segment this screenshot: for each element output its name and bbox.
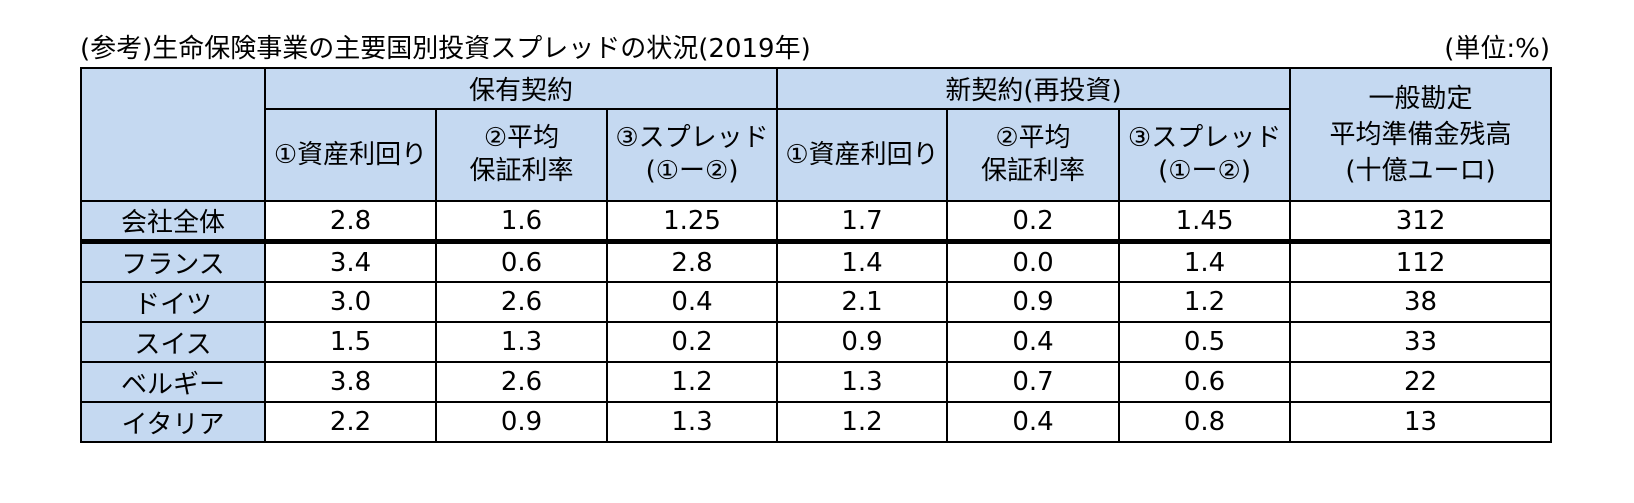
new-yield-cell: 1.3 — [776, 361, 949, 403]
holding-yield-cell: 3.0 — [264, 281, 437, 323]
general-account-line2: 平均準備金残高 — [1329, 119, 1512, 150]
holding-yield-cell: 2.8 — [264, 200, 437, 244]
corner-cell — [80, 67, 266, 202]
table-title: (参考)生命保険事業の主要国別投資スプレッドの状況(2019年) — [80, 34, 811, 64]
holding-spread-cell: 0.4 — [605, 281, 779, 323]
spread-table: 保有契約 新契約(再投資) 一般勘定 平均準備金残高 (十億ユーロ) ①資産利回… — [80, 67, 1553, 443]
holding-spread-cell: 0.2 — [605, 321, 779, 363]
holding-guarantee-cell: 2.6 — [435, 361, 608, 403]
new-spread-line1: ③スプレッド — [1127, 123, 1282, 153]
reserve-cell: 312 — [1289, 200, 1553, 244]
holding-guarantee-line1: ②平均 — [483, 123, 560, 153]
table-row: ベルギー 3.8 2.6 1.2 1.3 0.7 0.6 22 — [80, 361, 1553, 403]
table-row: フランス 3.4 0.6 2.8 1.4 0.0 1.4 112 — [80, 240, 1553, 283]
reserve-cell: 33 — [1289, 321, 1553, 363]
row-label: 会社全体 — [80, 200, 266, 244]
holding-yield-cell: 3.4 — [264, 240, 437, 283]
new-guarantee-cell: 0.4 — [946, 321, 1121, 363]
holding-guarantee-cell: 0.6 — [435, 240, 608, 283]
new-yield-cell: 0.9 — [776, 321, 949, 363]
table-row: イタリア 2.2 0.9 1.3 1.2 0.4 0.8 13 — [80, 401, 1553, 443]
new-guarantee-line1: ②平均 — [995, 123, 1071, 153]
row-label: スイス — [80, 321, 266, 363]
new-yield-cell: 1.7 — [776, 200, 949, 244]
table-row: スイス 1.5 1.3 0.2 0.9 0.4 0.5 33 — [80, 321, 1553, 363]
reserve-cell: 38 — [1289, 281, 1553, 323]
row-label: ベルギー — [80, 361, 266, 403]
new-guarantee-cell: 0.2 — [946, 200, 1121, 244]
holding-yield-cell: 2.2 — [264, 401, 437, 443]
general-account-line1: 一般勘定 — [1368, 83, 1473, 114]
caption-row: (参考)生命保険事業の主要国別投資スプレッドの状況(2019年) (単位:%) — [80, 32, 1550, 66]
general-account-line3: (十億ユーロ) — [1345, 155, 1496, 186]
new-yield-cell: 2.1 — [776, 281, 949, 323]
new-spread-header: ③スプレッド (①ー②) — [1118, 108, 1292, 202]
row-label: フランス — [80, 240, 266, 283]
holding-guarantee-cell: 1.3 — [435, 321, 608, 363]
unit-note: (単位:%) — [1444, 34, 1550, 64]
new-yield-header: ①資産利回り — [776, 108, 949, 202]
holding-spread-cell: 1.2 — [605, 361, 779, 403]
new-spread-line2: (①ー②) — [1158, 156, 1251, 186]
table-row: 会社全体 2.8 1.6 1.25 1.7 0.2 1.45 312 — [80, 200, 1553, 244]
new-guarantee-cell: 0.9 — [946, 281, 1121, 323]
new-guarantee-header: ②平均 保証利率 — [946, 108, 1121, 202]
reserve-cell: 13 — [1289, 401, 1553, 443]
new-guarantee-cell: 0.7 — [946, 361, 1121, 403]
row-label: ドイツ — [80, 281, 266, 323]
holding-guarantee-cell: 1.6 — [435, 200, 608, 244]
new-spread-cell: 0.5 — [1118, 321, 1292, 363]
row-label: イタリア — [80, 401, 266, 443]
holding-spread-header: ③スプレッド (①ー②) — [605, 108, 779, 202]
holding-guarantee-line2: 保証利率 — [469, 156, 574, 186]
reserve-cell: 22 — [1289, 361, 1553, 403]
holding-spread-cell: 2.8 — [605, 240, 779, 283]
new-contracts-header: 新契約(再投資) — [776, 67, 1292, 110]
new-yield-cell: 1.4 — [776, 240, 949, 283]
new-spread-cell: 0.8 — [1118, 401, 1292, 443]
new-guarantee-line2: 保証利率 — [981, 156, 1086, 186]
new-spread-cell: 1.2 — [1118, 281, 1292, 323]
new-spread-cell: 1.45 — [1118, 200, 1292, 244]
new-spread-cell: 0.6 — [1118, 361, 1292, 403]
holding-spread-line1: ③スプレッド — [615, 123, 769, 153]
holding-spread-line2: (①ー②) — [645, 156, 739, 186]
holding-yield-header: ①資産利回り — [264, 108, 437, 202]
new-yield-cell: 1.2 — [776, 401, 949, 443]
holding-guarantee-cell: 2.6 — [435, 281, 608, 323]
new-spread-cell: 1.4 — [1118, 240, 1292, 283]
holding-contracts-header: 保有契約 — [263, 67, 779, 110]
new-guarantee-cell: 0.4 — [946, 401, 1121, 443]
holding-yield-cell: 1.5 — [264, 321, 437, 363]
holding-spread-cell: 1.25 — [605, 200, 779, 244]
holding-guarantee-cell: 0.9 — [435, 401, 608, 443]
holding-yield-cell: 3.8 — [264, 361, 437, 403]
new-guarantee-cell: 0.0 — [946, 240, 1121, 283]
holding-spread-cell: 1.3 — [605, 401, 779, 443]
table-row: ドイツ 3.0 2.6 0.4 2.1 0.9 1.2 38 — [80, 281, 1553, 323]
reserve-cell: 112 — [1289, 240, 1553, 283]
holding-guarantee-header: ②平均 保証利率 — [435, 108, 608, 202]
general-account-header: 一般勘定 平均準備金残高 (十億ユーロ) — [1289, 67, 1553, 202]
